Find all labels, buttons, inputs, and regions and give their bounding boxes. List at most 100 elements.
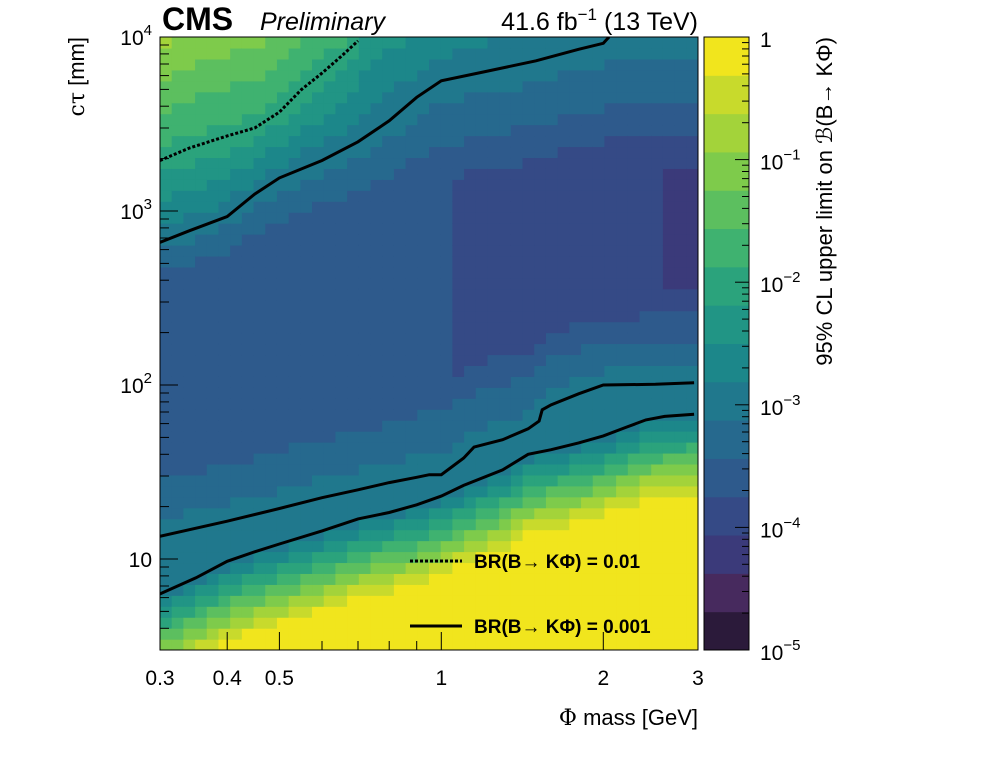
heatmap-cell <box>230 463 243 476</box>
heatmap-cell <box>347 617 360 629</box>
heatmap-cell <box>627 157 641 169</box>
heatmap-cell <box>616 310 629 323</box>
heatmap-cell <box>253 518 266 531</box>
heatmap-cell <box>604 354 617 366</box>
heatmap-cell <box>171 244 184 257</box>
heatmap-cell <box>230 485 243 498</box>
heatmap-cell <box>440 507 453 520</box>
heatmap-cell <box>662 201 676 213</box>
heatmap-cell <box>545 431 559 443</box>
heatmap-cell <box>592 387 606 399</box>
heatmap-cell <box>604 277 617 290</box>
heatmap-cell <box>627 190 641 202</box>
heatmap-cell <box>487 584 500 596</box>
heatmap-cell <box>522 124 535 137</box>
heatmap-cell <box>335 244 348 257</box>
heatmap-cell <box>230 387 243 399</box>
heatmap-cell <box>206 332 220 345</box>
heatmap-cell <box>616 518 629 531</box>
heatmap-cell <box>288 321 301 334</box>
heatmap-cell <box>499 124 512 137</box>
heatmap-cell <box>604 573 617 585</box>
heatmap-cell <box>581 234 594 246</box>
heatmap-cell <box>545 37 559 49</box>
heatmap-cell <box>300 474 313 487</box>
heatmap-cell <box>195 124 208 137</box>
heatmap-cell <box>569 540 582 553</box>
heatmap-cell <box>534 47 547 60</box>
heatmap-cell <box>464 518 477 531</box>
heatmap-cell <box>464 562 477 574</box>
heatmap-cell <box>265 255 278 268</box>
heatmap-cell <box>335 463 348 476</box>
heatmap-cell <box>265 223 278 235</box>
heatmap-cell <box>569 365 582 377</box>
heatmap-cell <box>499 288 512 301</box>
heatmap-cell <box>347 102 360 115</box>
heatmap-cell <box>662 277 676 290</box>
heatmap-cell <box>183 409 196 421</box>
heatmap-cell <box>581 332 594 345</box>
heatmap-cell <box>487 431 500 443</box>
heatmap-cell <box>604 190 617 202</box>
heatmap-cell <box>370 474 383 487</box>
heatmap-cell <box>604 288 617 301</box>
heatmap-cell <box>218 201 231 213</box>
heatmap-cell <box>405 124 418 137</box>
heatmap-cell <box>323 146 337 159</box>
heatmap-cell <box>639 69 652 82</box>
heatmap-cell <box>218 485 231 498</box>
heatmap-cell <box>522 452 535 465</box>
heatmap-cell <box>206 540 220 553</box>
heatmap-cell <box>370 409 383 421</box>
heatmap-cell <box>265 288 278 301</box>
heatmap-cell <box>475 551 489 564</box>
heatmap-cell <box>218 190 231 202</box>
heatmap-cell <box>510 529 524 542</box>
heatmap-cell <box>464 223 477 235</box>
heatmap-cell <box>323 496 337 509</box>
heatmap-cell <box>487 420 500 432</box>
heatmap-cell <box>627 562 641 574</box>
heatmap-cell <box>405 507 418 520</box>
heatmap-cell <box>183 398 196 410</box>
lumi-label: 41.6 fb−1 (13 TeV) <box>501 5 698 36</box>
heatmap-cell <box>534 463 547 476</box>
heatmap-cell <box>639 507 652 520</box>
heatmap-cell <box>651 102 664 115</box>
heatmap-cell <box>604 398 617 410</box>
heatmap-cell <box>651 639 664 650</box>
heatmap-cell <box>300 277 313 290</box>
heatmap-cell <box>464 496 477 509</box>
heatmap-cell <box>241 584 255 596</box>
heatmap-cell <box>382 223 395 235</box>
heatmap-cell <box>288 584 301 596</box>
heatmap-cell <box>475 69 489 82</box>
heatmap-cell <box>241 354 255 366</box>
heatmap-cell <box>522 321 535 334</box>
heatmap-cell <box>522 266 535 279</box>
heatmap-cell <box>686 518 698 531</box>
heatmap-cell <box>686 496 698 509</box>
heatmap-cell <box>475 212 489 224</box>
heatmap-cell <box>393 496 407 509</box>
heatmap-cell <box>393 299 407 312</box>
heatmap-cell <box>183 343 196 356</box>
heatmap-cell <box>206 551 220 564</box>
heatmap-cell <box>206 255 220 268</box>
heatmap-cell <box>499 442 512 454</box>
heatmap-cell <box>370 255 383 268</box>
heatmap-cell <box>358 321 372 334</box>
heatmap-cell <box>686 431 698 443</box>
heatmap-cell <box>464 255 477 268</box>
heatmap-cell <box>160 496 173 509</box>
heatmap-cell <box>581 113 594 126</box>
heatmap-cell <box>464 190 477 202</box>
heatmap-cell <box>662 617 676 629</box>
heatmap-cell <box>323 628 337 640</box>
heatmap-cell <box>569 639 582 650</box>
heatmap-cell <box>323 223 337 235</box>
heatmap-cell <box>557 365 570 377</box>
heatmap-cell <box>581 277 594 290</box>
heatmap-cell <box>312 639 325 650</box>
